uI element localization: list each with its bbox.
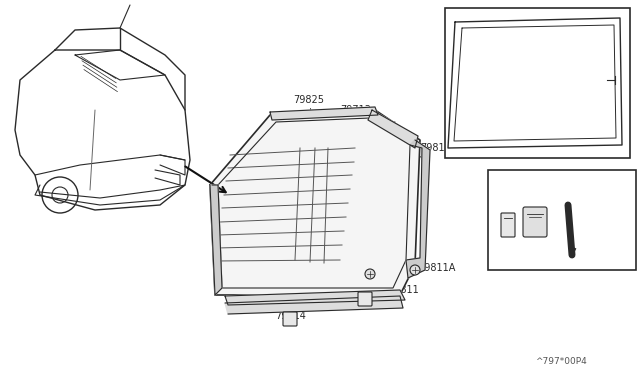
- Text: ^797*00P4: ^797*00P4: [535, 357, 587, 366]
- Circle shape: [410, 265, 420, 275]
- Bar: [488, 170, 636, 270]
- Text: 79714: 79714: [275, 311, 306, 321]
- Text: 79617K: 79617K: [493, 180, 531, 190]
- Text: 79825: 79825: [293, 95, 324, 105]
- Polygon shape: [225, 296, 403, 314]
- Polygon shape: [368, 110, 418, 148]
- Text: 79811F: 79811F: [355, 270, 392, 280]
- Circle shape: [365, 269, 375, 279]
- Text: 79616: 79616: [510, 13, 541, 23]
- Polygon shape: [225, 290, 405, 305]
- FancyBboxPatch shape: [523, 207, 547, 237]
- Text: <CAN>: <CAN>: [493, 190, 530, 200]
- Text: 79714: 79714: [353, 290, 384, 300]
- FancyBboxPatch shape: [358, 292, 372, 306]
- Polygon shape: [406, 140, 430, 278]
- Polygon shape: [270, 107, 378, 120]
- Polygon shape: [210, 185, 222, 295]
- Text: 79811A: 79811A: [418, 263, 456, 273]
- Text: 79713: 79713: [340, 105, 371, 115]
- Polygon shape: [210, 110, 420, 295]
- FancyBboxPatch shape: [501, 213, 515, 237]
- Text: 79810: 79810: [420, 143, 451, 153]
- Text: 79811: 79811: [388, 285, 419, 295]
- Bar: [445, 8, 630, 158]
- FancyBboxPatch shape: [283, 312, 297, 326]
